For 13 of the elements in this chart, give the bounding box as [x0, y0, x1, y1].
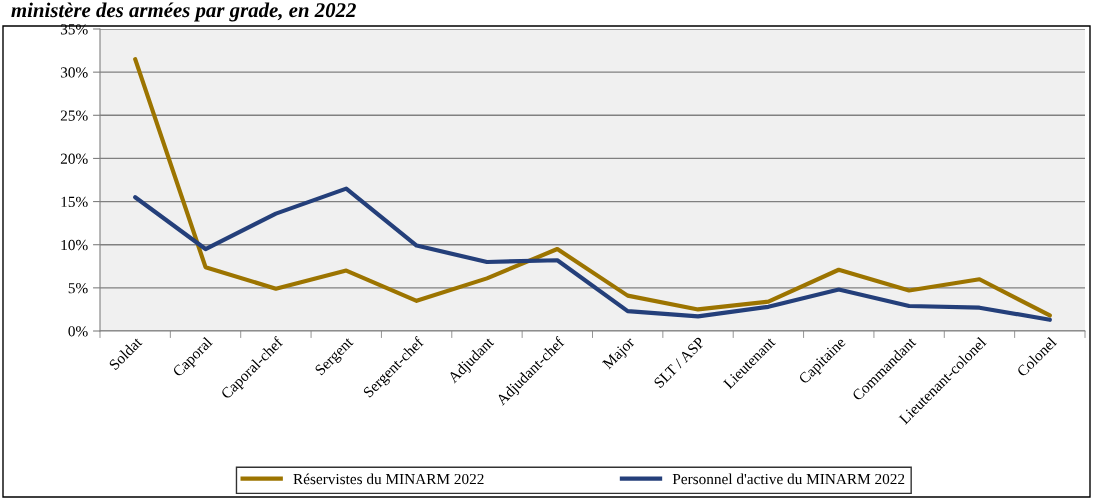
- y-tick-label: 25%: [60, 110, 88, 121]
- y-tick-label: 35%: [60, 24, 88, 35]
- line-series: [133, 186, 1052, 322]
- legend-label: Réservistes du MINARM 2022: [293, 473, 484, 485]
- y-tick-label: 5%: [68, 283, 88, 294]
- legend-label: Personnel d'active du MINARM 2022: [672, 473, 905, 485]
- y-tick-label: 30%: [60, 67, 88, 78]
- line-series: [133, 57, 1052, 318]
- y-tick-label: 20%: [60, 153, 88, 164]
- y-tick-label: 0%: [68, 326, 88, 337]
- chart-title: ministère des armées par grade, en 2022: [11, 2, 356, 22]
- y-tick-label: 10%: [61, 239, 88, 251]
- y-tick-label: 15%: [61, 196, 88, 208]
